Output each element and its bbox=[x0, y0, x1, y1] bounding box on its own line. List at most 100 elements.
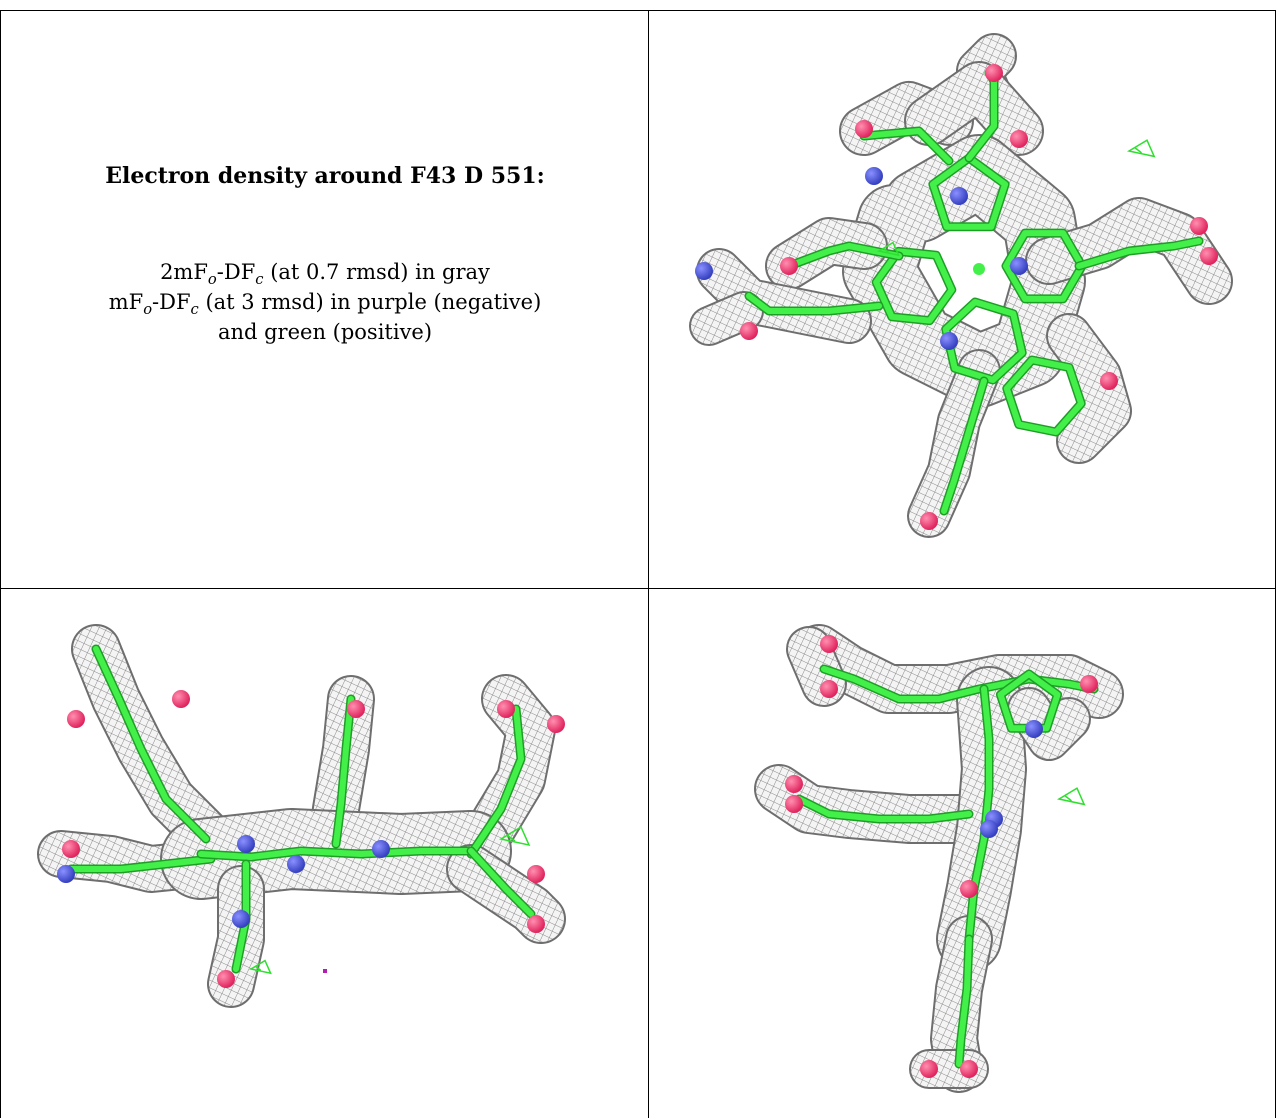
oxygen-atom-e6 bbox=[960, 880, 978, 898]
oxygen-atom-s3 bbox=[347, 700, 365, 718]
caption-line-2-mid: -DF bbox=[152, 290, 191, 314]
oxygen-atom-8 bbox=[1100, 372, 1118, 390]
nitrogen-atom-s3 bbox=[287, 855, 305, 873]
density-top-arm-3 bbox=[906, 63, 1042, 154]
oxygen-atom-s4 bbox=[497, 700, 515, 718]
top-border bbox=[0, 10, 1276, 11]
caption-line-1-sub-o: o bbox=[207, 271, 217, 289]
nitrogen-atom-2 bbox=[695, 262, 713, 280]
metal-center bbox=[973, 263, 985, 275]
bond-top-left-chain bbox=[861, 128, 952, 164]
positive-density-blob-2 bbox=[876, 241, 900, 257]
oxygen-atom-s8 bbox=[527, 915, 545, 933]
caption: Electron density around F43 D 551: 2mFo-… bbox=[1, 161, 648, 347]
density-end-right-ring bbox=[1009, 689, 1089, 759]
oxygen-atom-3 bbox=[1010, 130, 1028, 148]
side-view-density-image bbox=[37, 624, 566, 1008]
pyrrole-ring-bottom bbox=[942, 299, 1026, 383]
caption-line-3: and green (positive) bbox=[217, 320, 433, 344]
oxygen-atom-5 bbox=[740, 322, 758, 340]
nitrogen-atom-4 bbox=[1010, 257, 1028, 275]
bond-end-chain-3 bbox=[956, 936, 972, 1067]
nitrogen-atom-e3 bbox=[980, 820, 998, 838]
nitrogen-atom-5 bbox=[940, 332, 958, 350]
fused-ring-lower bbox=[1003, 357, 1085, 435]
caption-line-1-main: 2mF bbox=[160, 260, 208, 284]
side-view-panel bbox=[1, 589, 648, 1118]
oxygen-atom-e7 bbox=[920, 1060, 938, 1078]
bond-side-chain-6 bbox=[468, 848, 534, 917]
oxygen-atom-e3 bbox=[1080, 675, 1098, 693]
oxygen-atom-s2 bbox=[172, 690, 190, 708]
pyrrole-ring-top bbox=[929, 155, 1009, 230]
top-view-density-image bbox=[689, 33, 1233, 538]
bond-end-chain-2 bbox=[796, 796, 972, 822]
density-top-left-tip bbox=[691, 293, 762, 344]
nitrogen-atom-s2 bbox=[237, 835, 255, 853]
positive-density-blob-s2 bbox=[248, 959, 272, 975]
oxygen-atom-s5 bbox=[547, 715, 565, 733]
positive-density-blob-1 bbox=[1126, 139, 1156, 158]
caption-line-2: mFo-DFc (at 3 rmsd) in purple (negative) bbox=[1, 287, 648, 317]
oxygen-atom-e8 bbox=[960, 1060, 978, 1078]
oxygen-atom-e2 bbox=[820, 680, 838, 698]
oxygen-atom-4 bbox=[780, 257, 798, 275]
pyrrole-ring-right bbox=[1003, 230, 1085, 302]
bond-right-chain bbox=[1076, 238, 1202, 269]
caption-line-2-sub-c: c bbox=[190, 301, 199, 319]
bond-end-core bbox=[966, 686, 992, 942]
middle-divider bbox=[0, 588, 1276, 589]
oxygen-atom-9 bbox=[920, 512, 938, 530]
density-top-lower-arm bbox=[909, 351, 999, 536]
oxygen-atom-1 bbox=[985, 64, 1003, 82]
oxygen-atom-6 bbox=[1190, 217, 1208, 235]
caption-line-2-main: mF bbox=[108, 290, 144, 314]
end-view-density-image bbox=[754, 624, 1124, 1093]
caption-line-2-sub-o: o bbox=[143, 301, 153, 319]
oxygen-atom-s7 bbox=[527, 865, 545, 883]
oxygen-atom-s6 bbox=[62, 840, 80, 858]
oxygen-atom-2 bbox=[855, 120, 873, 138]
density-end-top-tip bbox=[788, 628, 845, 705]
positive-density-blob-s1 bbox=[498, 825, 531, 847]
negative-density-blob-s1 bbox=[323, 969, 327, 973]
bond-side-chain-3 bbox=[468, 706, 524, 857]
nitrogen-atom-1 bbox=[865, 167, 883, 185]
bond-lower-chain bbox=[941, 378, 987, 514]
oxygen-atom-s9 bbox=[217, 970, 235, 988]
caption-line-1-mid: -DF bbox=[216, 260, 256, 284]
left-border bbox=[0, 10, 1, 1118]
bond-side-chain-2 bbox=[333, 696, 354, 847]
caption-lines: 2mFo-DFc (at 0.7 rmsd) in gray mFo-DFc (… bbox=[1, 257, 648, 347]
caption-line-1-rest: (at 0.7 rmsd) in gray bbox=[263, 260, 490, 284]
density-top-lower-right bbox=[1048, 315, 1130, 462]
oxygen-atom-7 bbox=[1200, 247, 1218, 265]
density-top-far-left-arm bbox=[698, 250, 870, 342]
nitrogen-atom-s4 bbox=[372, 840, 390, 858]
nitrogen-atom-s5 bbox=[232, 910, 250, 928]
oxygen-atom-s1 bbox=[67, 710, 85, 728]
top-view-panel bbox=[649, 11, 1275, 588]
end-view-panel bbox=[649, 589, 1275, 1118]
density-top-right-arm bbox=[1027, 199, 1231, 303]
bond-left-chain bbox=[786, 243, 902, 269]
nitrogen-atom-e1 bbox=[1025, 720, 1043, 738]
oxygen-atom-e4 bbox=[785, 775, 803, 793]
pyrrole-ring-left bbox=[873, 248, 955, 324]
nitrogen-atom-s1 bbox=[57, 865, 75, 883]
bond-side-chain-1 bbox=[93, 646, 209, 842]
caption-line-1: 2mFo-DFc (at 0.7 rmsd) in gray bbox=[1, 257, 648, 287]
caption-line-2-rest: (at 3 rmsd) in purple (negative) bbox=[198, 290, 542, 314]
density-end-top-arm bbox=[796, 626, 1122, 717]
oxygen-atom-e5 bbox=[785, 795, 803, 813]
positive-density-blob-e1 bbox=[1056, 787, 1086, 806]
nitrogen-atom-3 bbox=[950, 187, 968, 205]
bond-side-chain-4 bbox=[68, 856, 214, 872]
bond-far-left-chain bbox=[746, 293, 882, 314]
caption-line-1-sub-c: c bbox=[255, 271, 264, 289]
caption-title: Electron density around F43 D 551: bbox=[105, 163, 545, 189]
center-divider bbox=[648, 10, 649, 1118]
density-top-macrocycle bbox=[844, 136, 1084, 406]
bond-side-core bbox=[198, 848, 474, 860]
